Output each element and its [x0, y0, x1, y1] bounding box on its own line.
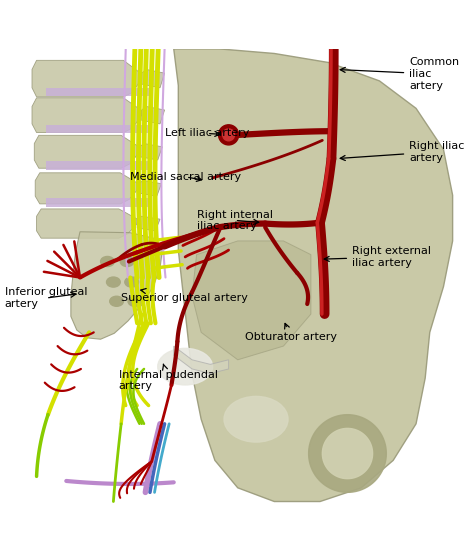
Text: Superior gluteal artery: Superior gluteal artery [121, 289, 248, 303]
Polygon shape [192, 241, 311, 360]
Polygon shape [46, 88, 151, 97]
Ellipse shape [120, 256, 134, 266]
Polygon shape [36, 209, 137, 238]
Text: Inferior gluteal
artery: Inferior gluteal artery [5, 287, 87, 309]
Circle shape [219, 125, 238, 145]
Text: Right internal
iliac artery: Right internal iliac artery [197, 210, 273, 231]
Polygon shape [322, 428, 373, 478]
Polygon shape [71, 232, 162, 339]
Polygon shape [46, 162, 151, 170]
Polygon shape [138, 180, 161, 196]
Ellipse shape [125, 277, 138, 287]
Polygon shape [32, 60, 142, 97]
Text: Left iliac artery: Left iliac artery [164, 129, 249, 139]
Text: Internal pudendal
artery: Internal pudendal artery [119, 364, 218, 391]
Text: Right external
iliac artery: Right external iliac artery [324, 246, 431, 268]
Ellipse shape [107, 277, 120, 287]
Text: Obturator artery: Obturator artery [245, 324, 337, 342]
Polygon shape [34, 135, 139, 168]
Polygon shape [32, 98, 142, 133]
Text: Medial sacral artery: Medial sacral artery [130, 172, 241, 182]
Polygon shape [174, 346, 228, 374]
Polygon shape [142, 69, 164, 88]
Ellipse shape [109, 296, 123, 306]
Ellipse shape [158, 349, 213, 385]
Polygon shape [46, 198, 151, 206]
Polygon shape [139, 144, 162, 160]
Text: Right iliac
artery: Right iliac artery [340, 141, 465, 163]
Circle shape [223, 129, 235, 141]
Polygon shape [174, 49, 453, 502]
Polygon shape [309, 415, 386, 492]
Ellipse shape [224, 396, 288, 442]
Polygon shape [142, 107, 164, 124]
Polygon shape [137, 216, 160, 231]
Polygon shape [46, 125, 151, 133]
Polygon shape [35, 173, 138, 204]
Ellipse shape [128, 296, 142, 306]
Ellipse shape [100, 256, 114, 266]
Text: Common
iliac
artery: Common iliac artery [340, 58, 459, 90]
